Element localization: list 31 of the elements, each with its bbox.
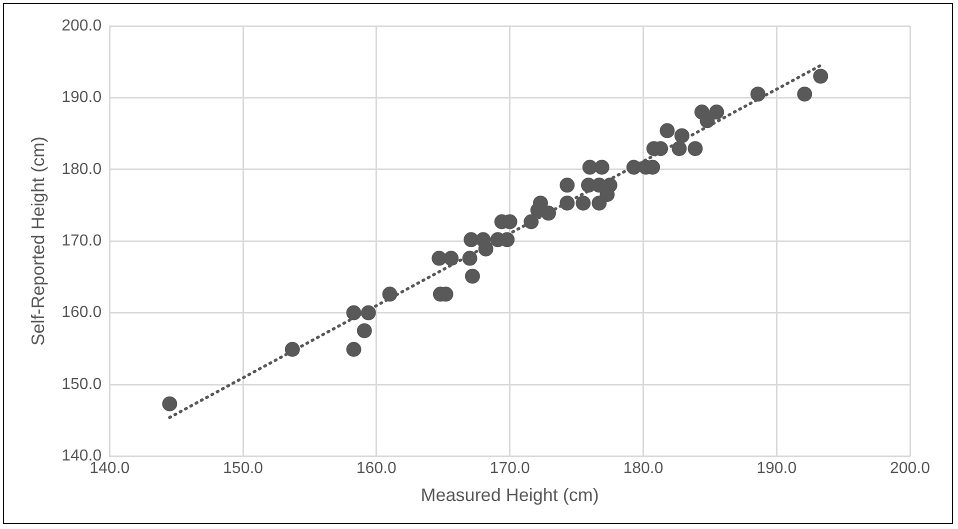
point <box>432 250 447 266</box>
point <box>688 141 703 156</box>
point <box>813 68 828 84</box>
y-tick-label: 190.0 <box>62 89 102 106</box>
x-tick-label: 180.0 <box>623 460 664 478</box>
x-tick-label: 170.0 <box>490 460 530 478</box>
x-tick-label: 190.0 <box>756 460 797 478</box>
point <box>797 86 812 102</box>
point <box>464 268 480 284</box>
point <box>576 196 591 211</box>
x-tick-label: 200.0 <box>890 460 930 478</box>
point <box>444 250 459 266</box>
point <box>709 104 724 120</box>
x-tick-label: 150.0 <box>223 460 264 478</box>
y-tick-label: 160.0 <box>62 304 102 322</box>
point <box>700 113 715 128</box>
y-tick-label: 150.0 <box>62 376 102 393</box>
point <box>356 323 372 338</box>
point <box>660 123 675 138</box>
point <box>346 342 362 357</box>
y-axis-title: Self-Reported Height (cm) <box>28 136 48 346</box>
point <box>594 160 610 175</box>
point <box>464 232 479 248</box>
point <box>162 396 178 412</box>
x-tick-label: 160.0 <box>356 460 397 478</box>
y-tick-label: 180.0 <box>62 160 102 178</box>
y-tick-label: 170.0 <box>62 232 102 250</box>
point <box>672 141 687 156</box>
y-tick-label: 200.0 <box>62 17 102 34</box>
point <box>560 178 575 193</box>
x-axis-title: Measured Height (cm) <box>420 485 599 506</box>
